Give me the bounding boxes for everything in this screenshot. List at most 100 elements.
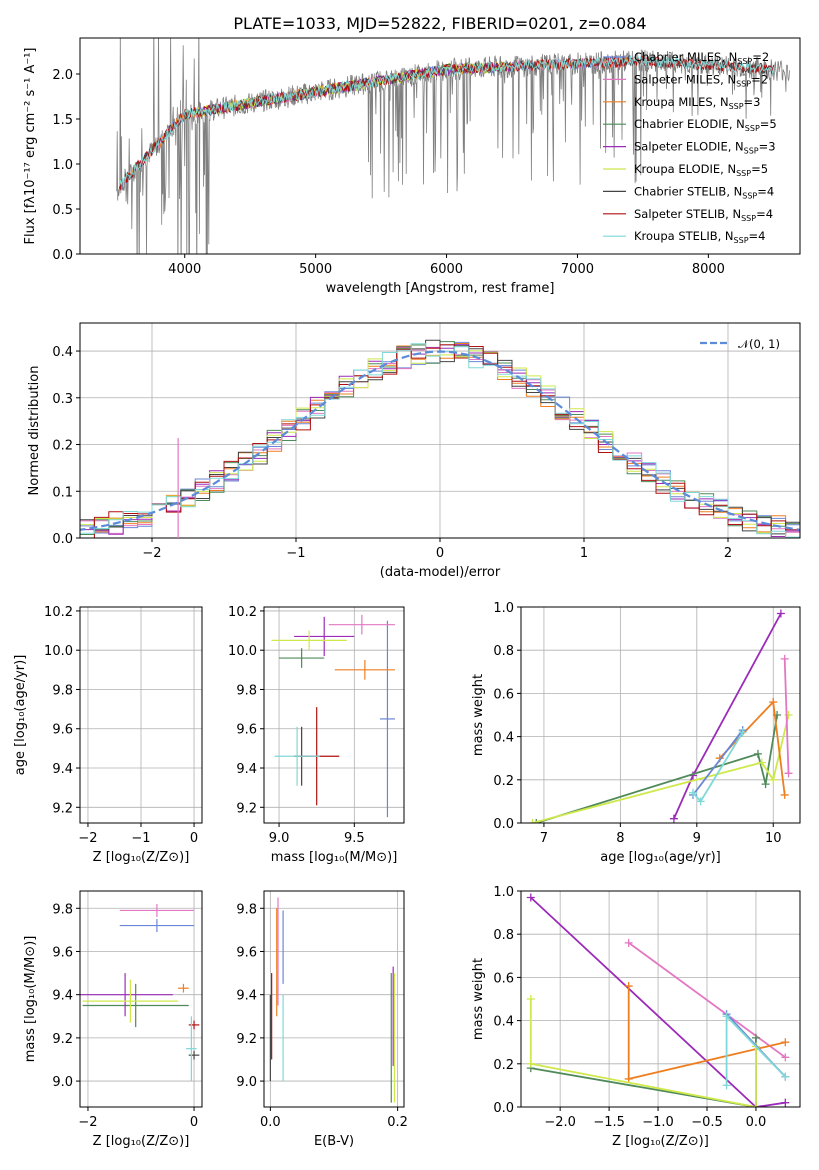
weight-marker: [780, 654, 789, 663]
weight-marker: [688, 788, 697, 797]
weight-marker: [696, 797, 705, 806]
legend-label: Chabrier MILES: [634, 50, 721, 64]
weight-line: [673, 613, 782, 820]
weight-marker: [781, 1053, 790, 1062]
y-tick-label: 9.0: [236, 1075, 257, 1090]
legend-nssp-value: , NSSP=3: [728, 140, 776, 156]
weight-marker: [780, 790, 789, 799]
y-tick-label: 0.2: [493, 1058, 514, 1073]
weight-marker: [526, 893, 535, 902]
weight-plot: [528, 609, 793, 823]
y-tick-label: 9.6: [236, 723, 257, 738]
x-tick-label: 0: [190, 831, 198, 846]
weight-marker: [526, 1059, 535, 1068]
axes-frame: [79, 606, 203, 824]
y-tick-label: 9.2: [52, 1032, 73, 1047]
y-tick-label: 0.5: [52, 203, 73, 218]
y-tick-label: 9.4: [236, 989, 257, 1004]
legend-label: Kroupa MILES: [634, 95, 713, 109]
y-tick-label: 9.4: [52, 762, 73, 777]
axes-frame: [520, 606, 801, 824]
x-tick-label: 10: [765, 831, 782, 846]
spectrum-plot: [116, 38, 790, 254]
y-tick-label: 1.0: [52, 158, 73, 173]
weight-marker: [761, 780, 770, 789]
x-axis-label: E(B-V): [314, 1134, 354, 1149]
weight-marker: [751, 1103, 760, 1107]
axes-frame: [263, 606, 405, 824]
legend-label: Salpeter MILES: [634, 72, 720, 86]
x-tick-label: 0.2: [387, 1115, 408, 1130]
y-tick-label: 9.4: [52, 989, 73, 1004]
weight-marker: [781, 1098, 790, 1107]
y-tick-label: 10.0: [228, 644, 257, 659]
y-tick-label: 0.6: [493, 687, 514, 702]
legend-nssp-value: , NSSP=3: [713, 95, 761, 111]
legend-label: 𝒩(0, 1): [738, 337, 780, 351]
x-tick-label: −2: [78, 831, 97, 846]
x-tick-label: 8000: [692, 262, 725, 277]
weight-line: [532, 714, 790, 823]
weight-marker: [781, 1038, 790, 1047]
x-tick-label: −2: [142, 546, 161, 561]
legend-nssp-value: , NSSP=4: [726, 184, 774, 200]
x-tick-label: 9.0: [269, 831, 290, 846]
x-tick-label: −1: [286, 546, 305, 561]
legend-label: Chabrier STELIB: [634, 184, 726, 198]
x-tick-label: 9: [693, 831, 701, 846]
x-axis-label: mass [log₁₀(M/M⊙)]: [271, 850, 398, 865]
x-tick-label: 0.0: [260, 1115, 281, 1130]
y-tick-label: 9.6: [236, 945, 257, 960]
model-spectrum-line: [184, 61, 512, 120]
x-tick-label: 9.5: [344, 831, 365, 846]
legend-nssp-value: , NSSP=4: [725, 207, 773, 223]
y-tick-label: 0.2: [52, 439, 73, 454]
x-tick-label: −1.0: [642, 1115, 674, 1130]
y-tick-label: 9.8: [236, 902, 257, 917]
errorbar-plot: [177, 438, 179, 538]
y-axis-label: Normed distribution: [27, 366, 42, 496]
y-tick-label: 1.0: [493, 601, 514, 616]
legend-label: Chabrier ELODIE: [634, 117, 729, 131]
legend-label: Salpeter ELODIE: [634, 140, 728, 154]
axes-frame: [79, 37, 801, 255]
histogram-step-line: [80, 344, 800, 538]
y-tick-label: 10.0: [44, 644, 73, 659]
y-tick-label: 0.0: [493, 1101, 514, 1116]
y-tick-label: 0.3: [52, 392, 73, 407]
legend-nssp-value: , NSSP=4: [718, 229, 766, 245]
y-tick-label: 0.0: [52, 248, 73, 263]
x-tick-label: 6000: [430, 262, 463, 277]
y-axis-label: Flux [fλ10⁻¹⁷ erg cm⁻² s⁻¹ A⁻¹]: [23, 48, 38, 245]
x-tick-label: 1: [580, 546, 588, 561]
chart-title: PLATE=1033, MJD=52822, FIBERID=0201, z=0…: [233, 14, 646, 33]
histogram-step-line: [80, 339, 800, 535]
x-axis-label: age [log₁₀(age/yr)]: [600, 850, 721, 865]
y-tick-label: 0.6: [493, 971, 514, 986]
weight-line: [530, 1037, 757, 1107]
axes-frame: [520, 890, 801, 1108]
legend-label: Kroupa ELODIE: [634, 162, 720, 176]
x-tick-label: −2.0: [544, 1115, 576, 1130]
y-tick-label: 10.2: [228, 605, 257, 620]
y-tick-label: 0.4: [493, 1015, 514, 1030]
weight-marker: [753, 749, 762, 758]
y-axis-label: mass weight: [471, 958, 486, 1040]
weight-marker: [624, 938, 633, 947]
y-tick-label: 0.4: [493, 731, 514, 746]
y-axis-label: mass weight: [471, 674, 486, 756]
x-tick-label: 8: [616, 831, 624, 846]
x-tick-label: 2: [724, 546, 732, 561]
y-tick-label: 0.8: [493, 928, 514, 943]
errorbar-plot: [80, 903, 200, 1082]
errorbar-plot: [269, 897, 396, 1103]
y-tick-label: 0.1: [52, 485, 73, 500]
weight-line: [530, 896, 786, 1107]
legend-nssp-value: , NSSP=5: [720, 162, 768, 178]
x-tick-label: 7000: [561, 262, 594, 277]
x-tick-label: 5000: [299, 262, 332, 277]
weight-marker: [624, 982, 633, 991]
weight-marker: [781, 1072, 790, 1081]
weight-marker: [784, 769, 793, 778]
